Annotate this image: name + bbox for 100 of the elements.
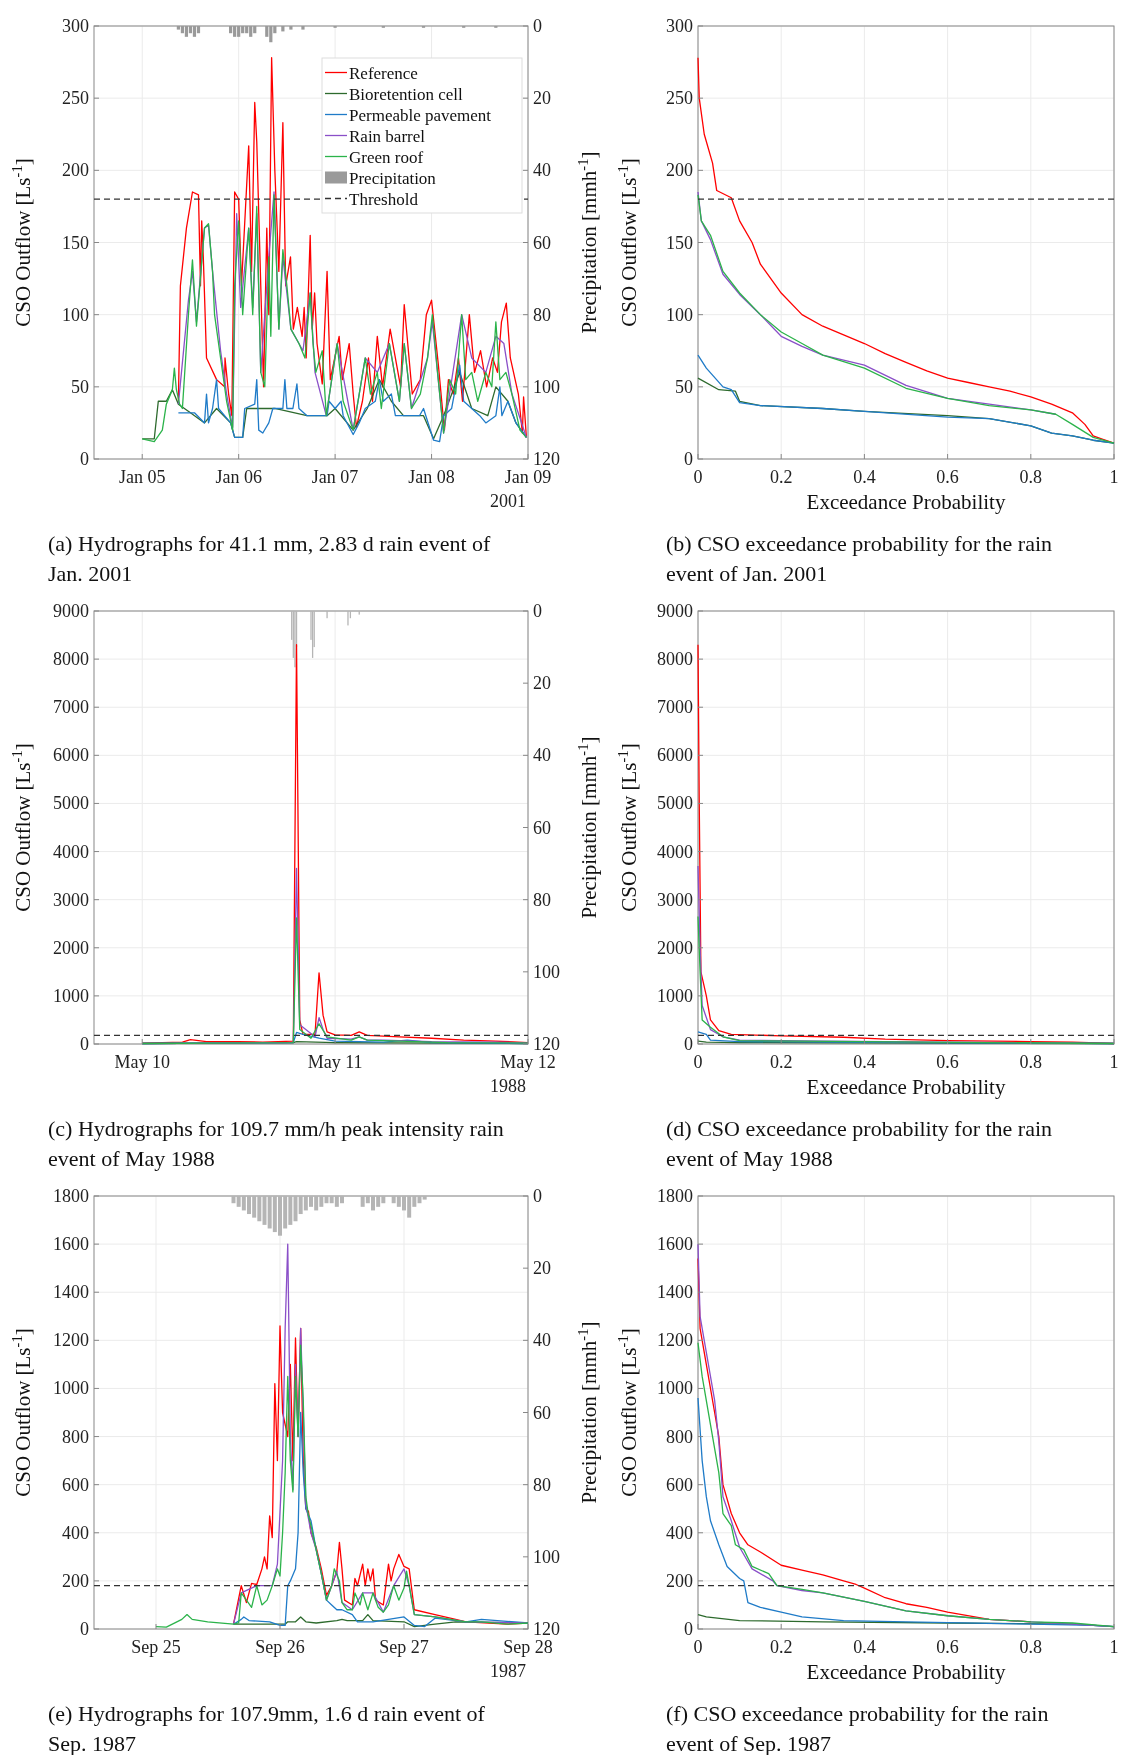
x-tick-label: Jan 08 (408, 467, 455, 487)
x-tick-label: 1 (1109, 467, 1119, 487)
y-tick-label: 1200 (53, 1330, 89, 1351)
y-tick-label: 2000 (657, 937, 693, 958)
text: 1988 (490, 1076, 526, 1096)
x-tick-label: Sep 25 (131, 1637, 181, 1657)
y-tick-label: 250 (62, 88, 89, 109)
y-tick-label: 3000 (657, 889, 693, 910)
y-tick-label: 1400 (657, 1282, 693, 1303)
legend-label: Rain barrel (349, 126, 426, 146)
y-tick-label: 150 (62, 232, 89, 253)
y2-tick-label: 60 (533, 817, 551, 838)
y-tick-label: 200 (666, 160, 693, 181)
legend-label: Green roof (349, 147, 424, 167)
y-tick-label: 0 (684, 449, 693, 469)
x-tick-label: 0.4 (853, 1637, 876, 1657)
y-tick-label: 0 (684, 1034, 693, 1054)
y-tick-label: 200 (62, 160, 89, 181)
y-tick-label: 150 (666, 232, 693, 253)
y-tick-label: 100 (666, 304, 693, 325)
x-tick-label: 0.8 (1019, 1052, 1043, 1072)
x-tick-label: May 12 (500, 1052, 556, 1072)
y2-tick-label: 0 (533, 601, 542, 621)
y-tick-label: 4000 (657, 841, 693, 862)
y-tick-label: 300 (62, 16, 89, 36)
y-tick-label: 1000 (657, 1378, 693, 1399)
y2-tick-label: 80 (533, 304, 551, 325)
y2-tick-label: 20 (533, 1258, 551, 1279)
x-tick-label: 0.2 (769, 467, 793, 487)
y-tick-label: 400 (666, 1522, 693, 1543)
y-tick-label: 800 (666, 1426, 693, 1447)
y2-tick-label: 80 (533, 889, 551, 910)
y-tick-label: 50 (71, 376, 89, 397)
y-tick-label: 0 (80, 1034, 89, 1054)
x-tick-label: Sep 26 (255, 1637, 305, 1657)
x-tick-label: 0.6 (936, 1052, 959, 1072)
y2-tick-label: 100 (533, 961, 560, 982)
x-axis-title: Exceedance Probability (806, 1075, 1006, 1099)
x-tick-label: Jan 07 (311, 467, 359, 487)
y-tick-label: 8000 (657, 649, 693, 670)
x-tick-label: 0.6 (936, 1637, 959, 1657)
y-tick-label: 800 (62, 1426, 89, 1447)
y-tick-label: 1400 (53, 1282, 89, 1303)
y2-tick-label: 80 (533, 1474, 551, 1495)
y-tick-label: 600 (62, 1474, 89, 1495)
x-tick-label: Jan 05 (118, 467, 166, 487)
y-tick-label: 1600 (657, 1234, 693, 1255)
y-tick-label: 9000 (53, 601, 89, 621)
y-tick-label: 6000 (53, 745, 89, 766)
x-tick-label: Jan 09 (504, 467, 552, 487)
y2-tick-label: 120 (533, 1619, 560, 1639)
y-tick-label: 1600 (53, 1234, 89, 1255)
y-tick-label: 300 (666, 16, 693, 36)
y-tick-label: 9000 (657, 601, 693, 621)
y2-tick-label: 120 (533, 1034, 560, 1054)
y-tick-label: 2000 (53, 937, 89, 958)
x-tick-label: 0.4 (853, 467, 876, 487)
text: (d) CSO exceedance probability for the rain event of May 1988 (666, 1116, 1053, 1171)
text: 1987 (490, 1661, 526, 1681)
y2-tick-label: 120 (533, 449, 560, 469)
y2-tick-label: 40 (533, 1330, 551, 1351)
y-tick-label: 1000 (53, 1378, 89, 1399)
y-tick-label: 6000 (657, 745, 693, 766)
text: (c) Hydrographs for 109.7 mm/h peak intensity rain event of May 1988 (48, 1116, 504, 1171)
y-tick-label: 400 (62, 1522, 89, 1543)
text: (a) Hydrographs for 41.1 mm, 2.83 d rain event of Jan. 2001 (48, 531, 491, 586)
y-tick-label: 200 (666, 1570, 693, 1591)
y-tick-label: 1000 (657, 985, 693, 1006)
y-tick-label: 5000 (657, 793, 693, 814)
y-tick-label: 1800 (53, 1186, 89, 1206)
y2-tick-label: 20 (533, 673, 551, 694)
y-tick-label: 5000 (53, 793, 89, 814)
text: (e) Hydrographs for 107.9mm, 1.6 d rain event of Sep. 1987 (48, 1701, 486, 1755)
legend-label: Permeable pavement (349, 105, 492, 125)
x-tick-label: 0.2 (769, 1052, 793, 1072)
x-tick-label: 1 (1109, 1637, 1119, 1657)
x-tick-label: 0.8 (1019, 467, 1043, 487)
x-tick-label: 1 (1109, 1052, 1119, 1072)
y-tick-label: 1800 (657, 1186, 693, 1206)
y-tick-label: 50 (675, 376, 693, 397)
x-tick-label: May 10 (114, 1052, 170, 1072)
y-tick-label: 7000 (657, 697, 693, 718)
text: (b) CSO exceedance probability for the rain event of Jan. 2001 (666, 531, 1053, 586)
x-tick-label: 0.6 (936, 467, 959, 487)
y2-tick-label: 20 (533, 88, 551, 109)
y2-tick-label: 40 (533, 745, 551, 766)
y2-tick-label: 0 (533, 1186, 542, 1206)
y-tick-label: 200 (62, 1570, 89, 1591)
x-axis-title: Exceedance Probability (806, 1660, 1006, 1684)
legend-label: Precipitation (349, 168, 437, 188)
y2-tick-label: 100 (533, 376, 560, 397)
y-tick-label: 0 (80, 1619, 89, 1639)
y-tick-label: 7000 (53, 697, 89, 718)
x-tick-label: 0.2 (769, 1637, 793, 1657)
x-tick-label: Sep 28 (503, 1637, 553, 1657)
x-tick-label: 0.4 (853, 1052, 876, 1072)
y-tick-label: 1200 (657, 1330, 693, 1351)
y-tick-label: 1000 (53, 985, 89, 1006)
y-tick-label: 600 (666, 1474, 693, 1495)
legend-label: Reference (349, 63, 418, 83)
